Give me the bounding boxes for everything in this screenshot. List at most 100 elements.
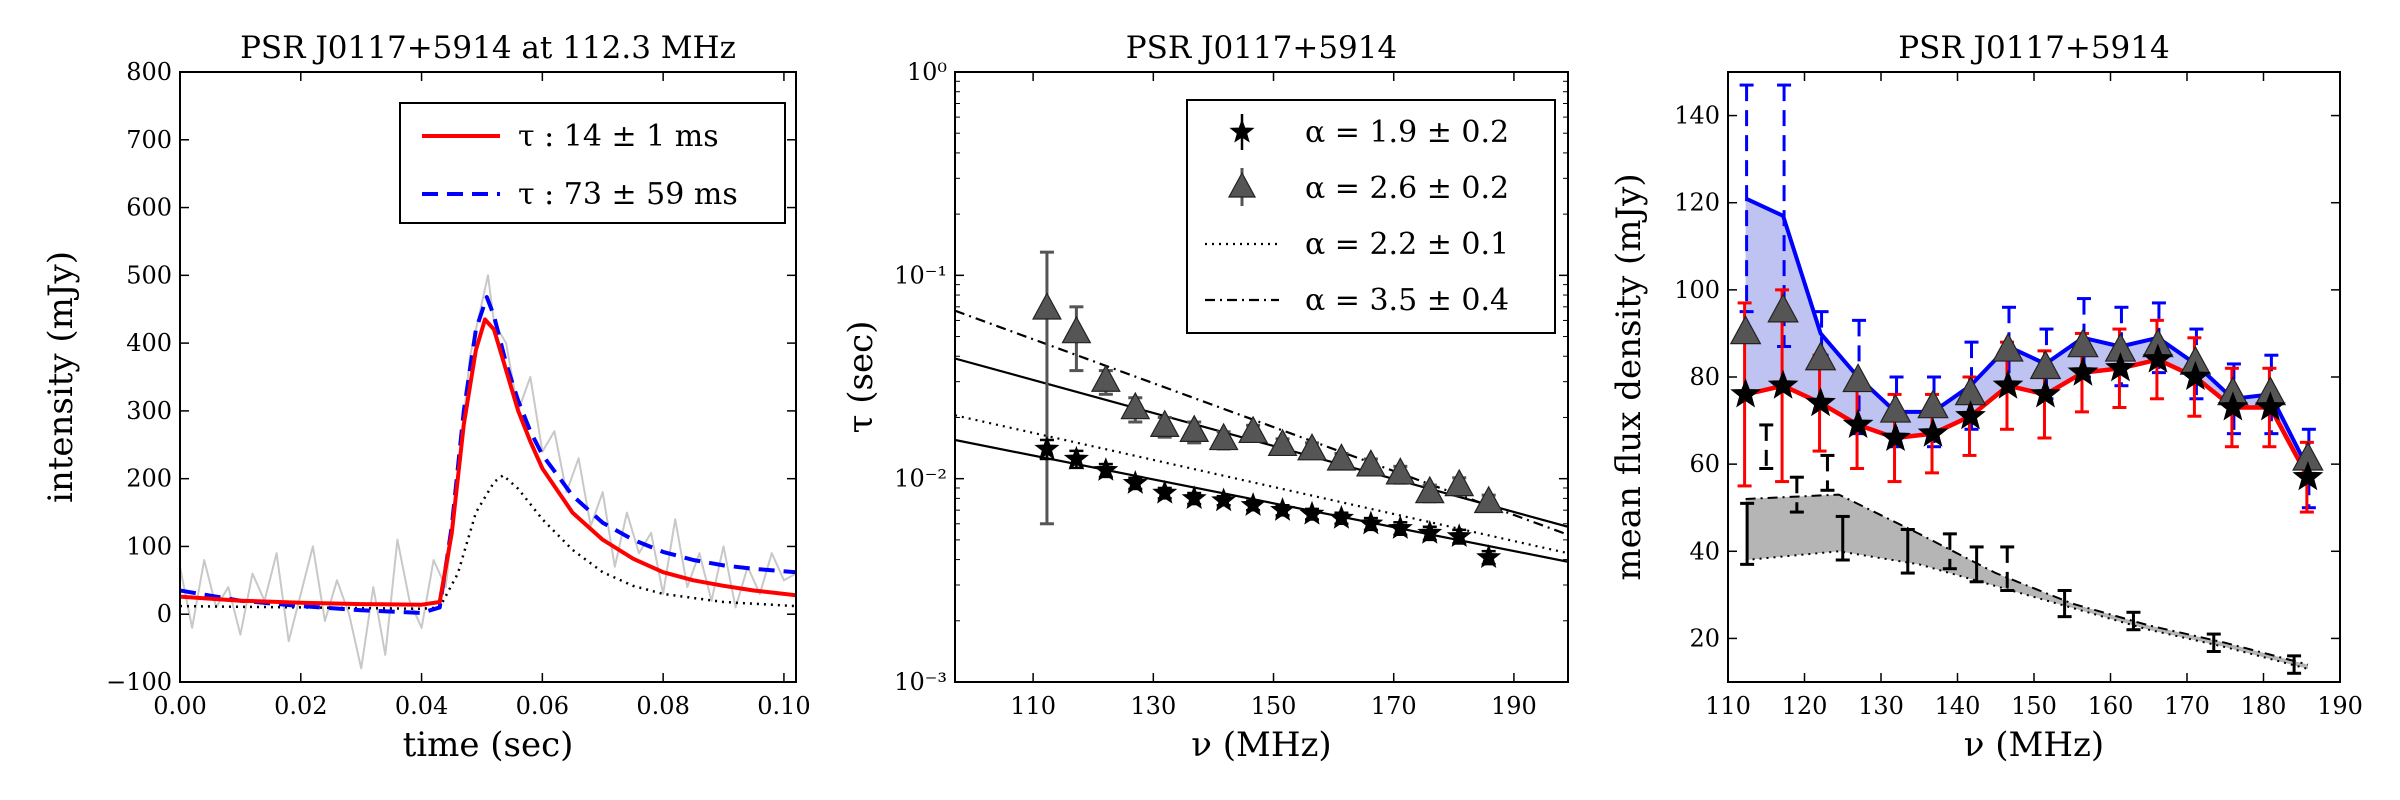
y-tick-label: 100 xyxy=(126,532,172,560)
triangle-point xyxy=(1842,363,1874,393)
y-tick-label: 10⁻¹ xyxy=(894,261,947,289)
star-point xyxy=(2292,461,2324,491)
y-tick-label: 80 xyxy=(1689,363,1720,391)
star-point xyxy=(1122,470,1148,494)
series-line xyxy=(180,317,796,607)
star-point xyxy=(1730,378,1761,408)
star-point xyxy=(1476,544,1502,569)
x-tick-label: 0.04 xyxy=(395,692,448,720)
plot-area xyxy=(1729,83,2324,675)
triangle-point xyxy=(1267,428,1298,457)
series-line xyxy=(180,474,796,611)
plot-area xyxy=(180,274,796,670)
series-line xyxy=(180,295,796,615)
y-tick-label: 20 xyxy=(1689,624,1720,652)
red-line xyxy=(1745,357,2310,479)
lower-band xyxy=(1745,494,2308,669)
star-point xyxy=(1270,497,1296,521)
lower-band-upper-line xyxy=(1745,493,2309,666)
legend-star-marker xyxy=(1229,118,1255,143)
panel-scattering-time: PSR J0117+5914 110 130 150 170 190 10⁻³ 10⁻² 10⁻… xyxy=(841,30,1569,765)
x-tick-label: 190 xyxy=(1491,692,1537,720)
x-tick-label: 160 xyxy=(2088,692,2134,720)
fit-line xyxy=(955,309,1568,536)
triangle-point xyxy=(1120,391,1151,420)
triangle-point xyxy=(1061,315,1092,344)
star-point xyxy=(1063,445,1089,470)
plot-frame xyxy=(1727,71,2341,683)
star-point xyxy=(1358,510,1384,535)
y-tick-label: 0 xyxy=(157,600,172,628)
star-point xyxy=(1917,417,1949,447)
star-point xyxy=(1767,369,1799,399)
series-line xyxy=(180,274,796,670)
x-tick-label: 0.10 xyxy=(757,692,810,720)
star-point xyxy=(1417,519,1443,544)
x-tick-label: 170 xyxy=(2164,692,2210,720)
x-tick-label: 130 xyxy=(1130,692,1176,720)
y-tick-label: 120 xyxy=(1674,189,1720,217)
triangle-point xyxy=(1729,315,1762,345)
x-axis-label: time (sec) xyxy=(403,725,574,765)
star-point xyxy=(1387,515,1413,539)
chart-title: PSR J0117+5914 xyxy=(1126,30,1397,66)
star-point xyxy=(1093,457,1119,481)
x-tick-label: 150 xyxy=(1251,692,1297,720)
panel-flux-density: PSR J0117+5914 110 120 130 140 150 160 170 180 19… xyxy=(1609,30,2363,765)
triangle-point xyxy=(1032,292,1062,320)
triangle-point xyxy=(1090,364,1121,392)
triangle-point xyxy=(1297,432,1327,461)
triangle-point xyxy=(1804,341,1837,371)
chart-title: PSR J0117+5914 xyxy=(1898,30,2169,66)
y-tick-label: 10⁻² xyxy=(894,465,947,493)
y-tick-label: −100 xyxy=(106,668,172,696)
x-tick-label: 170 xyxy=(1371,692,1417,720)
star-point xyxy=(2142,343,2174,373)
triangle-point xyxy=(1414,475,1445,504)
plot-frame xyxy=(954,71,1569,683)
star-point xyxy=(2180,360,2211,391)
triangle-point xyxy=(1179,414,1210,443)
star-point xyxy=(2030,378,2061,408)
y-tick-label: 200 xyxy=(126,465,172,493)
y-tick-label: 600 xyxy=(126,194,172,222)
star-point xyxy=(2105,352,2136,382)
star-point xyxy=(1181,485,1207,510)
star-point xyxy=(1805,386,1836,417)
triangle-point xyxy=(1473,485,1504,514)
plot-frame xyxy=(179,71,797,683)
star-point xyxy=(1842,408,1874,439)
fit-line xyxy=(955,438,1568,563)
triangle-point xyxy=(1149,409,1180,437)
blue-line xyxy=(1744,196,2310,470)
star-point xyxy=(2255,391,2286,421)
legend-label: τ : 14 ± 1 ms xyxy=(518,119,719,154)
x-tick-label: 130 xyxy=(1858,692,1904,720)
y-tick-label: 400 xyxy=(126,329,172,357)
x-tick-label: 180 xyxy=(2241,692,2287,720)
legend-label: α = 1.9 ± 0.2 xyxy=(1305,115,1509,150)
y-axis-label: intensity (mJy) xyxy=(41,251,81,503)
star-point xyxy=(1955,400,1986,430)
star-point xyxy=(2217,391,2249,421)
x-tick-label: 0.00 xyxy=(153,692,206,720)
legend-box xyxy=(399,102,786,224)
x-tick-label: 110 xyxy=(1010,692,1056,720)
legend-triangle-marker xyxy=(1227,171,1257,198)
y-tick-label: 10⁻³ xyxy=(894,668,947,696)
y-tick-label: 140 xyxy=(1674,102,1720,130)
star-point xyxy=(1328,504,1354,529)
legend-label: τ : 73 ± 59 ms xyxy=(518,177,738,212)
x-tick-label: 0.02 xyxy=(274,692,327,720)
y-tick-label: 500 xyxy=(126,261,172,289)
y-tick-label: 800 xyxy=(126,58,172,86)
legend-label: α = 2.2 ± 0.1 xyxy=(1305,227,1509,262)
legend-label: α = 3.5 ± 0.4 xyxy=(1305,283,1509,318)
x-tick-label: 0.06 xyxy=(516,692,569,720)
y-axis-label: mean flux density (mJy) xyxy=(1609,173,1649,580)
y-tick-label: 60 xyxy=(1689,450,1720,478)
y-tick-label: 100 xyxy=(1674,276,1720,304)
y-tick-label: 40 xyxy=(1689,537,1720,565)
x-tick-label: 110 xyxy=(1705,692,1751,720)
